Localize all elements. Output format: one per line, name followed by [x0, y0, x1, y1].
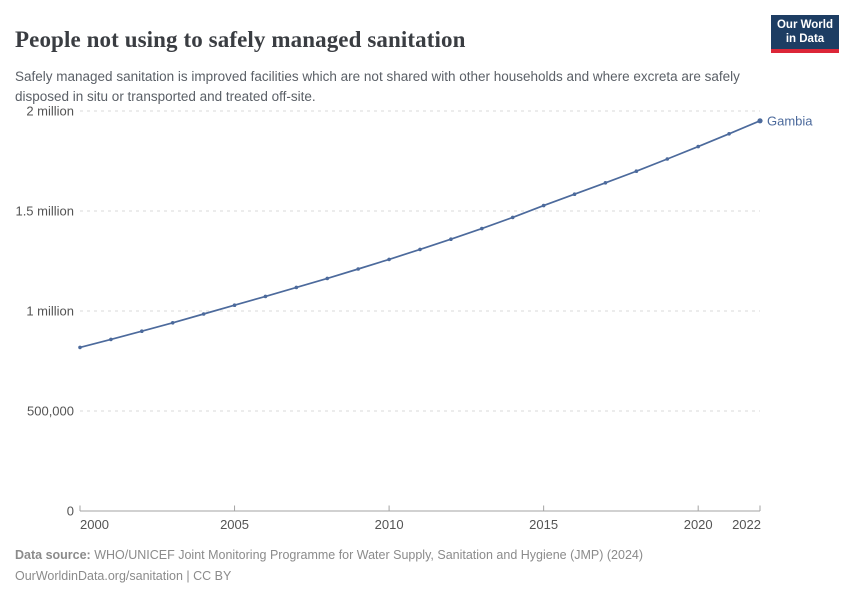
x-tick-label: 2020	[684, 517, 713, 532]
data-point[interactable]	[109, 337, 113, 342]
data-source-text: WHO/UNICEF Joint Monitoring Programme fo…	[90, 548, 644, 562]
x-tick-label: 2015	[529, 517, 558, 532]
data-point[interactable]	[140, 329, 144, 334]
data-point[interactable]	[170, 321, 175, 325]
data-point[interactable]	[201, 312, 206, 316]
data-point[interactable]	[510, 215, 515, 220]
chart-subtitle: Safely managed sanitation is improved fa…	[15, 68, 740, 105]
y-tick-label: 1.5 million	[15, 204, 74, 219]
chart-footer: Data source: WHO/UNICEF Joint Monitoring…	[15, 545, 835, 588]
y-tick-label: 1 million	[26, 304, 74, 319]
data-point[interactable]	[634, 169, 639, 173]
license-line[interactable]: OurWorldinData.org/sanitation | CC BY	[15, 569, 232, 584]
x-tick-label: 2000	[80, 517, 109, 532]
data-source-label: Data source:	[15, 548, 91, 562]
data-point[interactable]	[603, 181, 608, 185]
data-point[interactable]	[572, 192, 577, 196]
data-source-line: Data source: WHO/UNICEF Joint Monitoring…	[15, 545, 835, 566]
trend-line[interactable]	[79, 119, 761, 349]
data-point[interactable]	[727, 132, 731, 136]
data-point[interactable]	[294, 285, 299, 290]
data-point[interactable]	[449, 237, 453, 241]
series-label[interactable]: Gambia	[767, 113, 813, 128]
data-point[interactable]	[541, 203, 546, 208]
data-point[interactable]	[78, 345, 82, 350]
owid-logo-line1: Our World	[776, 19, 833, 31]
x-tick-label: 2022	[732, 517, 761, 532]
data-point[interactable]	[665, 157, 670, 161]
data-point[interactable]	[232, 303, 237, 308]
data-point[interactable]	[387, 257, 391, 262]
y-tick-label: 2 million	[26, 104, 74, 119]
y-tick-label: 500,000	[27, 404, 74, 419]
y-tick-label: 0	[67, 504, 74, 519]
x-tick-label: 2010	[375, 517, 404, 532]
data-point[interactable]	[480, 226, 484, 231]
data-point[interactable]	[325, 276, 330, 281]
data-point[interactable]	[757, 118, 763, 124]
page-title: People not using to safely managed sanit…	[15, 27, 466, 53]
data-point[interactable]	[418, 247, 422, 252]
data-point[interactable]	[356, 267, 360, 271]
owid-logo-line2: in Data	[785, 33, 825, 45]
data-point[interactable]	[696, 144, 700, 149]
data-point[interactable]	[263, 294, 268, 299]
x-tick-label: 2005	[220, 517, 249, 532]
owid-logo[interactable]: Our World in Data	[771, 15, 839, 53]
